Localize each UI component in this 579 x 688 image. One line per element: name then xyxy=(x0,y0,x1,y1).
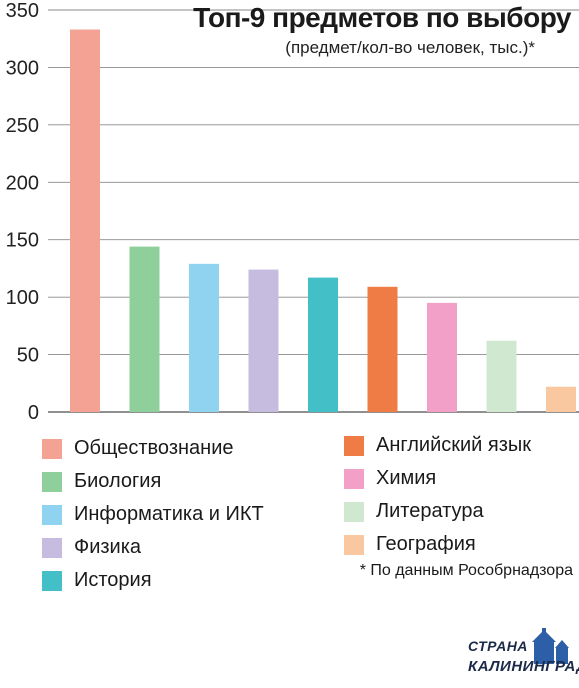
legend-swatch xyxy=(42,438,62,459)
legend-label: Обществознание xyxy=(74,437,234,459)
legend-swatch xyxy=(42,504,62,525)
legend-item: Английский язык xyxy=(344,429,531,462)
y-tick-label: 250 xyxy=(6,115,39,137)
y-tick-label: 50 xyxy=(17,345,39,367)
legend-swatch xyxy=(344,501,364,522)
legend-swatch xyxy=(42,471,62,492)
legend-swatch xyxy=(344,435,364,456)
y-tick-label: 100 xyxy=(6,287,39,309)
legend-swatch xyxy=(42,570,62,591)
legend-item: Химия xyxy=(344,462,531,495)
chart-title: Топ-9 предметов по выбору xyxy=(193,2,571,33)
legend-label: Английский язык xyxy=(376,434,532,456)
logo-line2: КАЛИНИНГРАД xyxy=(468,658,579,675)
legend-item: Информатика и ИКТ xyxy=(42,498,264,531)
bar xyxy=(189,263,219,412)
legend-label: Химия xyxy=(376,467,437,489)
legend-swatch xyxy=(344,534,364,555)
bar xyxy=(70,29,100,412)
legend-right: Английский язык Химия Литература Географ… xyxy=(344,429,531,561)
legend-item: Литература xyxy=(344,495,531,528)
legend-label: География xyxy=(376,533,476,555)
source-footnote: * По данным Рособрнадзора xyxy=(359,562,573,579)
bar xyxy=(248,269,279,412)
legend-item: История xyxy=(42,564,264,597)
legend-left: Обществознание Биология Информатика и ИК… xyxy=(42,432,264,597)
y-tick-label: 350 xyxy=(6,0,39,22)
bar xyxy=(308,277,338,412)
y-tick-label: 0 xyxy=(28,402,39,420)
bar xyxy=(486,340,517,412)
bar xyxy=(129,246,160,412)
legend-item: География xyxy=(344,528,531,561)
legend-label: Литература xyxy=(376,500,484,522)
bar xyxy=(546,386,576,412)
y-tick-label: 150 xyxy=(6,230,39,252)
bar xyxy=(367,286,398,412)
chart: 0 50 100 150 200 250 300 350 xyxy=(6,0,579,420)
legend-label: Биология xyxy=(74,470,162,492)
castle-icon xyxy=(532,628,569,664)
strana-kaliningrad-logo: СТРАНА КАЛИНИНГРАД xyxy=(466,628,579,680)
legend-item: Обществознание xyxy=(42,432,264,465)
logo-line1: СТРАНА xyxy=(468,638,528,654)
legend-label: Физика xyxy=(74,536,142,558)
legend-item: Физика xyxy=(42,531,264,564)
y-tick-label: 300 xyxy=(6,57,39,79)
legend-swatch xyxy=(344,468,364,489)
legend-label: Информатика и ИКТ xyxy=(74,503,264,525)
legend-label: История xyxy=(74,569,152,591)
bar xyxy=(427,302,457,412)
legend-item: Биология xyxy=(42,465,264,498)
legend-swatch xyxy=(42,537,62,558)
y-tick-label: 200 xyxy=(6,172,39,194)
chart-subtitle: (предмет/кол-во человек, тыс.)* xyxy=(285,38,535,57)
